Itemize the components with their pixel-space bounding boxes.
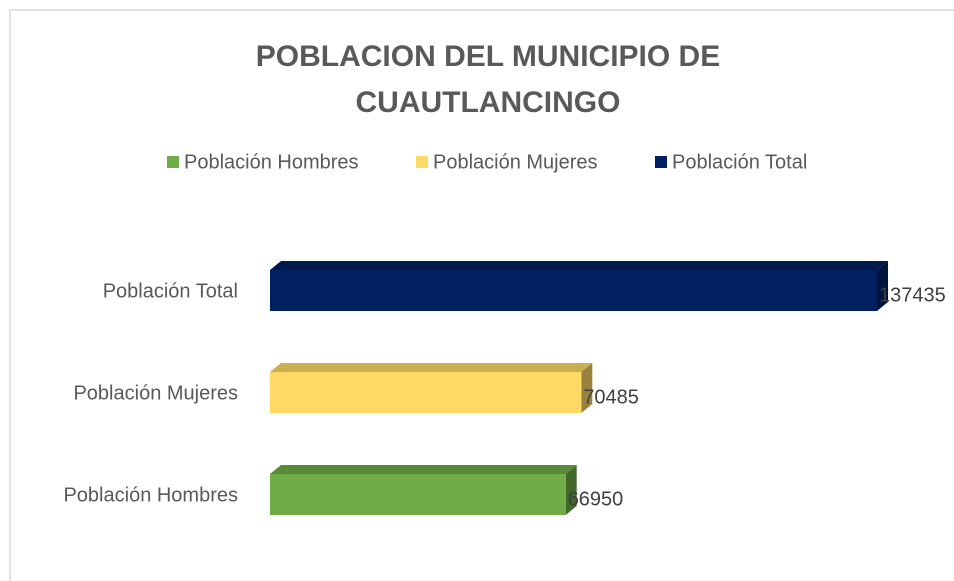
legend-label: Población Total — [672, 151, 807, 173]
bar-side — [581, 363, 593, 413]
bar-front — [270, 270, 877, 311]
legend-label: Población Mujeres — [433, 151, 598, 173]
bar-top — [270, 261, 888, 270]
y-tick-label: Población Hombres — [63, 484, 238, 506]
bar — [270, 363, 593, 413]
bar — [270, 261, 888, 311]
data-label: 137435 — [879, 284, 946, 306]
chart-title: POBLACION DEL MUNICIPIO DE CUAUTLANCINGO — [255, 40, 721, 119]
legend-swatch — [416, 156, 428, 168]
legend-swatch — [655, 156, 667, 168]
bar-top — [270, 465, 577, 474]
bar-top — [270, 363, 593, 372]
chart-border — [9, 9, 954, 581]
bar-side — [565, 465, 577, 515]
bar-front — [270, 372, 582, 413]
bar-front — [270, 474, 566, 515]
data-label: 70485 — [583, 386, 639, 408]
y-tick-label: Población Mujeres — [73, 382, 238, 404]
legend-swatch — [167, 156, 179, 168]
bar-side — [877, 261, 888, 311]
y-tick-label: Población Total — [103, 280, 238, 302]
data-label: 66950 — [568, 488, 624, 510]
bar — [270, 465, 577, 515]
legend-label: Población Hombres — [184, 151, 359, 173]
